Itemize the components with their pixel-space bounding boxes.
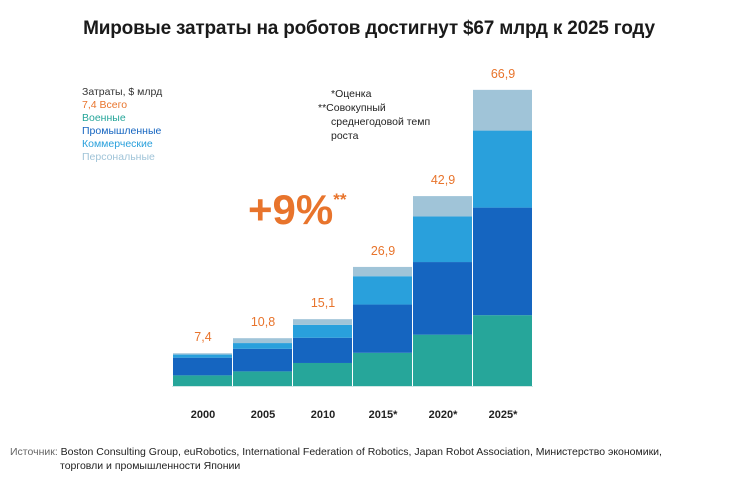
bar-segment: [353, 266, 412, 277]
x-tick-label: 2020*: [429, 409, 458, 421]
x-tick-label: 2010: [311, 409, 335, 421]
bar-segment: [293, 319, 352, 325]
bar-segment: [413, 196, 472, 217]
bar-segment: [353, 352, 412, 386]
note-cagr-prefix: **Совокупный: [318, 102, 386, 114]
bar-segment: [173, 353, 232, 355]
legend-item: Персональные: [82, 151, 162, 164]
bar-segment: [173, 375, 232, 386]
bar-segment: [353, 304, 412, 353]
bar-segment: [413, 216, 472, 263]
footnotes: *Оценка **Совокупный среднегодовой темп …: [318, 87, 430, 143]
legend-item: Коммерческие: [82, 138, 162, 151]
bar-total-label: 42,9: [431, 173, 455, 187]
legend-item-label: Коммерческие: [82, 138, 153, 150]
x-tick-label: 2015*: [369, 409, 398, 421]
source-note: Источник: Boston Consulting Group, euRob…: [10, 445, 732, 473]
legend-item: Военные: [82, 112, 162, 125]
x-tick-label: 2025*: [489, 409, 518, 421]
legend: Затраты, $ млрд 7,4 Всего Военные Промышл…: [82, 86, 162, 164]
bar-segment: [473, 207, 532, 316]
bar-segment: [233, 371, 292, 386]
bar-total-label: 10,8: [251, 315, 275, 329]
x-tick-label: 2005: [251, 409, 275, 421]
bar-segment: [413, 262, 472, 335]
bar-segment: [233, 348, 292, 372]
cagr-callout: +9%**: [248, 186, 346, 234]
bar-total-label: 26,9: [371, 244, 395, 258]
bar-segment: [473, 315, 532, 386]
source-line2: торговли и промышленности Японии: [60, 460, 241, 472]
bar-segment: [413, 334, 472, 386]
legend-item-label: Промышленные: [82, 125, 162, 137]
bar-total-label: 7,4: [194, 330, 211, 344]
stacked-bar-chart: 7,4 2000 10,8 2005 15,1 2010 26,9 2015* 42,9 2020…: [172, 67, 533, 421]
bar-segment: [473, 130, 532, 208]
legend-title: Затраты, $ млрд: [82, 86, 163, 98]
source-label: Источник:: [10, 446, 58, 458]
bar-segment: [293, 324, 352, 338]
note-cagr-line2: среднегодовой темп: [331, 116, 431, 128]
bar-segment: [233, 338, 292, 344]
bar-segment: [293, 362, 352, 386]
bar-segment: [473, 89, 532, 131]
bar-segment: [173, 354, 232, 358]
x-tick-label: 2000: [191, 409, 215, 421]
bar-segment: [233, 343, 292, 349]
legend-total-value: 7,4: [82, 99, 97, 111]
cagr-value: +9%: [248, 186, 334, 233]
chart-title: Мировые затраты на роботов достигнут $67…: [83, 18, 655, 39]
bar-total-label: 15,1: [311, 296, 335, 310]
cagr-mark: **: [333, 190, 347, 209]
bar-segment: [293, 337, 352, 363]
bar-segment: [353, 276, 412, 305]
note-estimate: *Оценка: [331, 88, 372, 100]
bar-total-label: 66,9: [491, 67, 515, 81]
legend-total: 7,4 Всего: [82, 99, 162, 112]
legend-item: Промышленные: [82, 125, 162, 138]
bar-segment: [173, 357, 232, 376]
source-line1: Boston Consulting Group, euRobotics, Int…: [60, 446, 662, 458]
legend-item-label: Военные: [82, 112, 126, 124]
legend-total-label: Всего: [99, 99, 128, 111]
note-cagr-line3: роста: [331, 130, 359, 142]
legend-item-label: Персональные: [82, 151, 155, 163]
